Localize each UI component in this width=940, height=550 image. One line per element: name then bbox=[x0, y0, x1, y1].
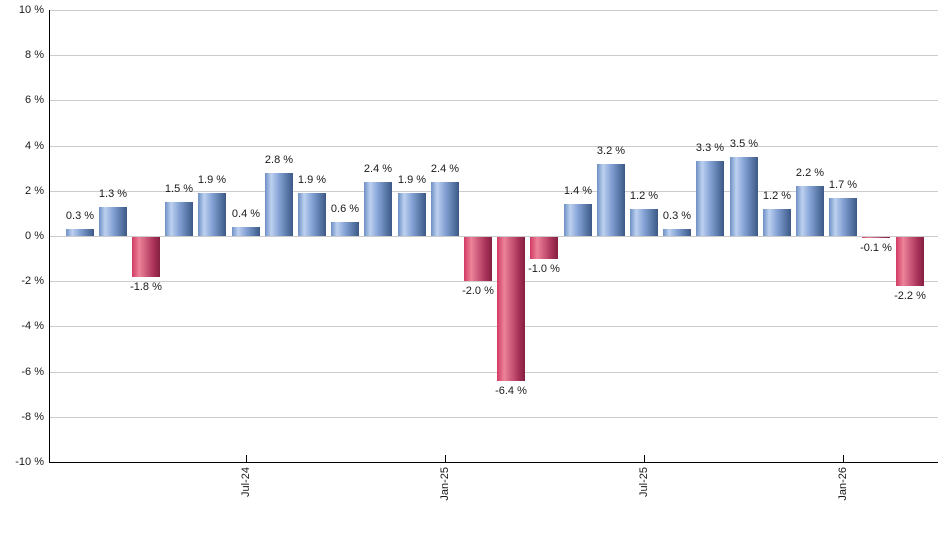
bar-value-label: 1.3 % bbox=[98, 188, 128, 200]
bar bbox=[431, 182, 459, 236]
bar-value-label: 1.2 % bbox=[762, 190, 792, 202]
y-axis-tick-label: 10 % bbox=[18, 4, 44, 16]
bar bbox=[796, 186, 824, 236]
bar-value-label: 3.3 % bbox=[695, 142, 725, 154]
y-axis-line bbox=[49, 10, 50, 463]
y-axis-tick-label: 2 % bbox=[25, 185, 44, 197]
bar-value-label: -1.8 % bbox=[130, 281, 162, 293]
bar-value-label: 2.4 % bbox=[430, 163, 460, 175]
y-axis-tick-label: 8 % bbox=[25, 49, 44, 61]
bar bbox=[597, 164, 625, 236]
bar bbox=[232, 227, 260, 236]
bar-value-label: 1.2 % bbox=[629, 190, 659, 202]
bar bbox=[663, 229, 691, 236]
gridline bbox=[49, 281, 938, 282]
y-axis-tick-label: -2 % bbox=[21, 275, 44, 287]
x-axis-tick-label: Jul-24 bbox=[240, 467, 252, 497]
gridline bbox=[49, 100, 938, 101]
bar bbox=[896, 237, 924, 286]
bar-value-label: 1.9 % bbox=[397, 174, 427, 186]
x-axis-tick bbox=[445, 455, 446, 462]
bar-value-label: 1.5 % bbox=[164, 183, 194, 195]
gridline bbox=[49, 326, 938, 327]
y-axis-tick-label: 0 % bbox=[25, 230, 44, 242]
bar-value-label: 2.2 % bbox=[795, 167, 825, 179]
bar bbox=[132, 237, 160, 277]
bar bbox=[66, 229, 94, 236]
bar bbox=[398, 193, 426, 236]
bar-value-label: 2.8 % bbox=[264, 154, 294, 166]
bar bbox=[530, 237, 558, 259]
bar bbox=[364, 182, 392, 236]
x-axis-tick bbox=[843, 455, 844, 462]
y-axis-tick-label: -6 % bbox=[21, 366, 44, 378]
bar bbox=[99, 207, 127, 236]
bar bbox=[862, 237, 890, 238]
bar bbox=[497, 237, 525, 381]
bar-value-label: 1.4 % bbox=[563, 185, 593, 197]
y-axis-tick-label: 6 % bbox=[25, 94, 44, 106]
bar-value-label: -2.0 % bbox=[462, 285, 494, 297]
bar-value-label: 2.4 % bbox=[363, 163, 393, 175]
bar-value-label: 0.6 % bbox=[330, 203, 360, 215]
bar-value-label: 0.4 % bbox=[231, 208, 261, 220]
gridline bbox=[49, 191, 938, 192]
gridline bbox=[49, 236, 938, 237]
x-axis-tick-label: Jul-25 bbox=[638, 467, 650, 497]
gridline bbox=[49, 372, 938, 373]
bar bbox=[730, 157, 758, 236]
bar bbox=[696, 161, 724, 236]
bar bbox=[763, 209, 791, 236]
bar bbox=[165, 202, 193, 236]
bar-value-label: -0.1 % bbox=[860, 242, 892, 254]
bar-value-label: 0.3 % bbox=[662, 210, 692, 222]
bar-value-label: 3.5 % bbox=[729, 138, 759, 150]
bar bbox=[331, 222, 359, 236]
bar bbox=[265, 173, 293, 236]
bar-value-label: 1.9 % bbox=[297, 174, 327, 186]
bar-value-label: 1.7 % bbox=[828, 179, 858, 191]
x-axis-tick-label: Jan-26 bbox=[837, 467, 849, 501]
bar-value-label: 0.3 % bbox=[65, 210, 95, 222]
bar bbox=[630, 209, 658, 236]
bar-value-label: -6.4 % bbox=[495, 385, 527, 397]
x-axis-line bbox=[49, 462, 938, 463]
y-axis-tick-label: -10 % bbox=[15, 456, 44, 468]
gridline bbox=[49, 10, 938, 11]
bar bbox=[564, 204, 592, 236]
bar bbox=[198, 193, 226, 236]
bar bbox=[829, 198, 857, 236]
gridline bbox=[49, 55, 938, 56]
bar-value-label: -1.0 % bbox=[528, 263, 560, 275]
gridline bbox=[49, 146, 938, 147]
bar-value-label: -2.2 % bbox=[894, 290, 926, 302]
y-axis-tick-label: 4 % bbox=[25, 140, 44, 152]
x-axis-tick bbox=[644, 455, 645, 462]
y-axis-tick-label: -8 % bbox=[21, 411, 44, 423]
x-axis-tick-label: Jan-25 bbox=[439, 467, 451, 501]
gridline bbox=[49, 417, 938, 418]
bar-value-label: 1.9 % bbox=[197, 174, 227, 186]
bar bbox=[464, 237, 492, 281]
x-axis-tick bbox=[246, 455, 247, 462]
bar-value-label: 3.2 % bbox=[596, 145, 626, 157]
y-axis-tick-label: -4 % bbox=[21, 320, 44, 332]
bar bbox=[298, 193, 326, 236]
